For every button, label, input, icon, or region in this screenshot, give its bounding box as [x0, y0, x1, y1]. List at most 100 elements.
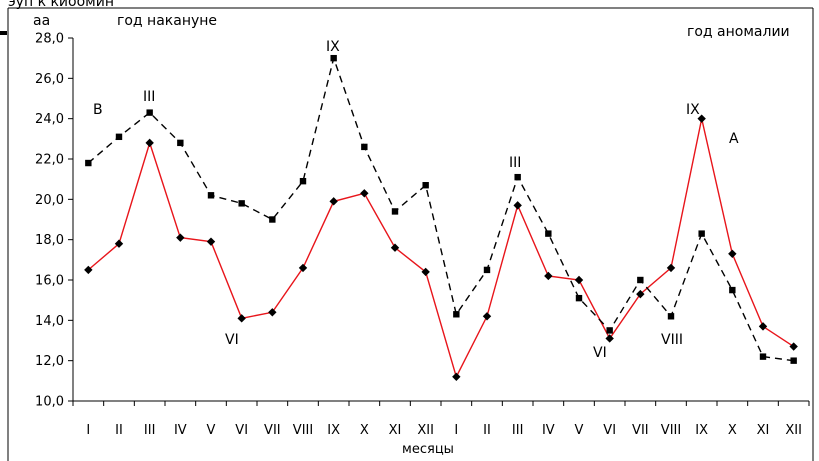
x-tick-label: X — [360, 423, 369, 438]
annotation-VI-first: VI — [225, 332, 239, 348]
y-tick-label: 16,0 — [35, 274, 64, 289]
series-lines — [87, 55, 795, 379]
y-tick-label: 14,0 — [35, 314, 64, 329]
data-point-anomaly — [84, 265, 93, 275]
data-point-anomaly — [544, 271, 553, 281]
x-tick-label: IX — [695, 423, 708, 438]
y-tick-label: 18,0 — [35, 233, 64, 248]
annotation-A: А — [729, 131, 739, 147]
annotation-aa: аа — [33, 13, 50, 29]
x-tick-label: II — [483, 423, 491, 438]
x-tick-label: VII — [264, 423, 281, 438]
data-point-anomaly — [789, 342, 798, 351]
data-point-prev — [698, 230, 705, 237]
data-point-anomaly — [666, 263, 676, 273]
annotation-anomaly-year: год аномалии — [687, 24, 790, 40]
data-point-anomaly — [636, 289, 645, 299]
series-line-prev — [87, 55, 794, 362]
x-tick-label: IX — [327, 423, 340, 438]
data-point-prev — [575, 294, 583, 302]
data-point-prev — [759, 353, 767, 360]
annotation-IX-second: IX — [686, 102, 700, 118]
y-tick-label: 22,0 — [35, 153, 64, 168]
data-point-anomaly — [145, 138, 154, 148]
x-tick-label: III — [144, 423, 156, 438]
data-point-prev — [545, 230, 552, 237]
axes-group — [68, 37, 810, 406]
x-tick-label: I — [86, 423, 90, 438]
x-tick-label: XI — [757, 423, 770, 438]
x-tick-label: I — [454, 423, 458, 438]
data-point-prev — [238, 200, 245, 207]
x-tick-labels: I II III IV V VI VII VIII IX X XI XII I II III IV V VI VII… — [86, 423, 802, 438]
x-tick-label: XII — [785, 423, 802, 438]
data-point-prev — [299, 177, 307, 185]
data-point-prev — [729, 286, 736, 294]
y-tick-label: 12,0 — [35, 354, 64, 369]
annotation-III-first: III — [143, 89, 155, 105]
data-point-prev — [667, 313, 675, 320]
x-tick-label: V — [207, 423, 216, 438]
data-point-prev — [361, 143, 368, 151]
data-point-anomaly — [452, 372, 461, 381]
x-tick-label: IV — [542, 423, 555, 438]
data-point-prev — [483, 266, 491, 274]
x-tick-label: VII — [632, 423, 649, 438]
y-tick-label: 26,0 — [35, 72, 64, 87]
data-point-anomaly — [482, 312, 492, 321]
data-point-anomaly — [114, 239, 124, 248]
data-point-prev — [637, 276, 644, 284]
annotation-VIII-second: VIII — [661, 332, 683, 348]
data-point-anomaly — [421, 267, 430, 277]
x-tick-label: XII — [417, 423, 434, 438]
data-point-prev — [269, 216, 276, 223]
data-point-anomaly — [390, 243, 400, 252]
x-tick-label: II — [115, 423, 123, 438]
data-point-prev — [790, 357, 797, 364]
x-axis-title: месяцы — [402, 442, 454, 457]
x-tick-label: VI — [603, 423, 616, 438]
data-point-prev — [207, 192, 215, 199]
annotation-III-second: III — [509, 155, 521, 171]
data-point-prev — [146, 109, 153, 116]
y-tick-labels: 10,0 12,0 14,0 16,0 18,0 20,0 22,0 24,0 26,0 28,0 — [35, 32, 64, 410]
data-point-anomaly — [574, 275, 584, 285]
annotation-VI-second: VI — [593, 345, 607, 361]
data-point-prev — [453, 311, 460, 318]
data-point-anomaly — [176, 233, 185, 242]
data-point-prev — [115, 133, 123, 141]
data-point-anomaly — [697, 114, 706, 123]
data-point-prev — [514, 173, 521, 181]
x-tick-label: IV — [174, 423, 187, 438]
data-point-anomaly — [360, 189, 369, 198]
y-tick-label: 20,0 — [35, 193, 64, 208]
data-point-anomaly — [758, 322, 768, 331]
edge-mark — [0, 31, 7, 35]
data-point-anomaly — [237, 314, 246, 323]
data-point-anomaly — [605, 334, 614, 343]
annotation-prev-year: год накануне — [117, 13, 217, 29]
x-tick-label: V — [575, 423, 584, 438]
y-tick-label: 28,0 — [35, 32, 64, 47]
y-tick-label: 10,0 — [35, 395, 64, 410]
data-point-prev — [85, 159, 92, 167]
data-point-anomaly — [329, 197, 338, 206]
y-tick-label: 24,0 — [35, 112, 64, 127]
series-line-anomaly — [87, 118, 795, 379]
data-point-anomaly — [513, 201, 522, 210]
top-cut-text: эуп к киоомин — [8, 0, 114, 10]
data-point-anomaly — [298, 263, 308, 273]
data-point-prev — [330, 54, 337, 62]
data-point-anomaly — [206, 237, 216, 246]
annotation-IX-first: IX — [326, 39, 340, 55]
series-markers — [84, 54, 798, 381]
data-point-prev — [177, 139, 184, 147]
x-tick-label: VI — [235, 423, 248, 438]
x-tick-label: VIII — [661, 423, 681, 438]
x-tick-label: X — [728, 423, 737, 438]
annotation-B: В — [93, 102, 103, 118]
data-point-prev — [422, 182, 429, 189]
x-tick-label: III — [512, 423, 524, 438]
x-tick-label: XI — [389, 423, 402, 438]
